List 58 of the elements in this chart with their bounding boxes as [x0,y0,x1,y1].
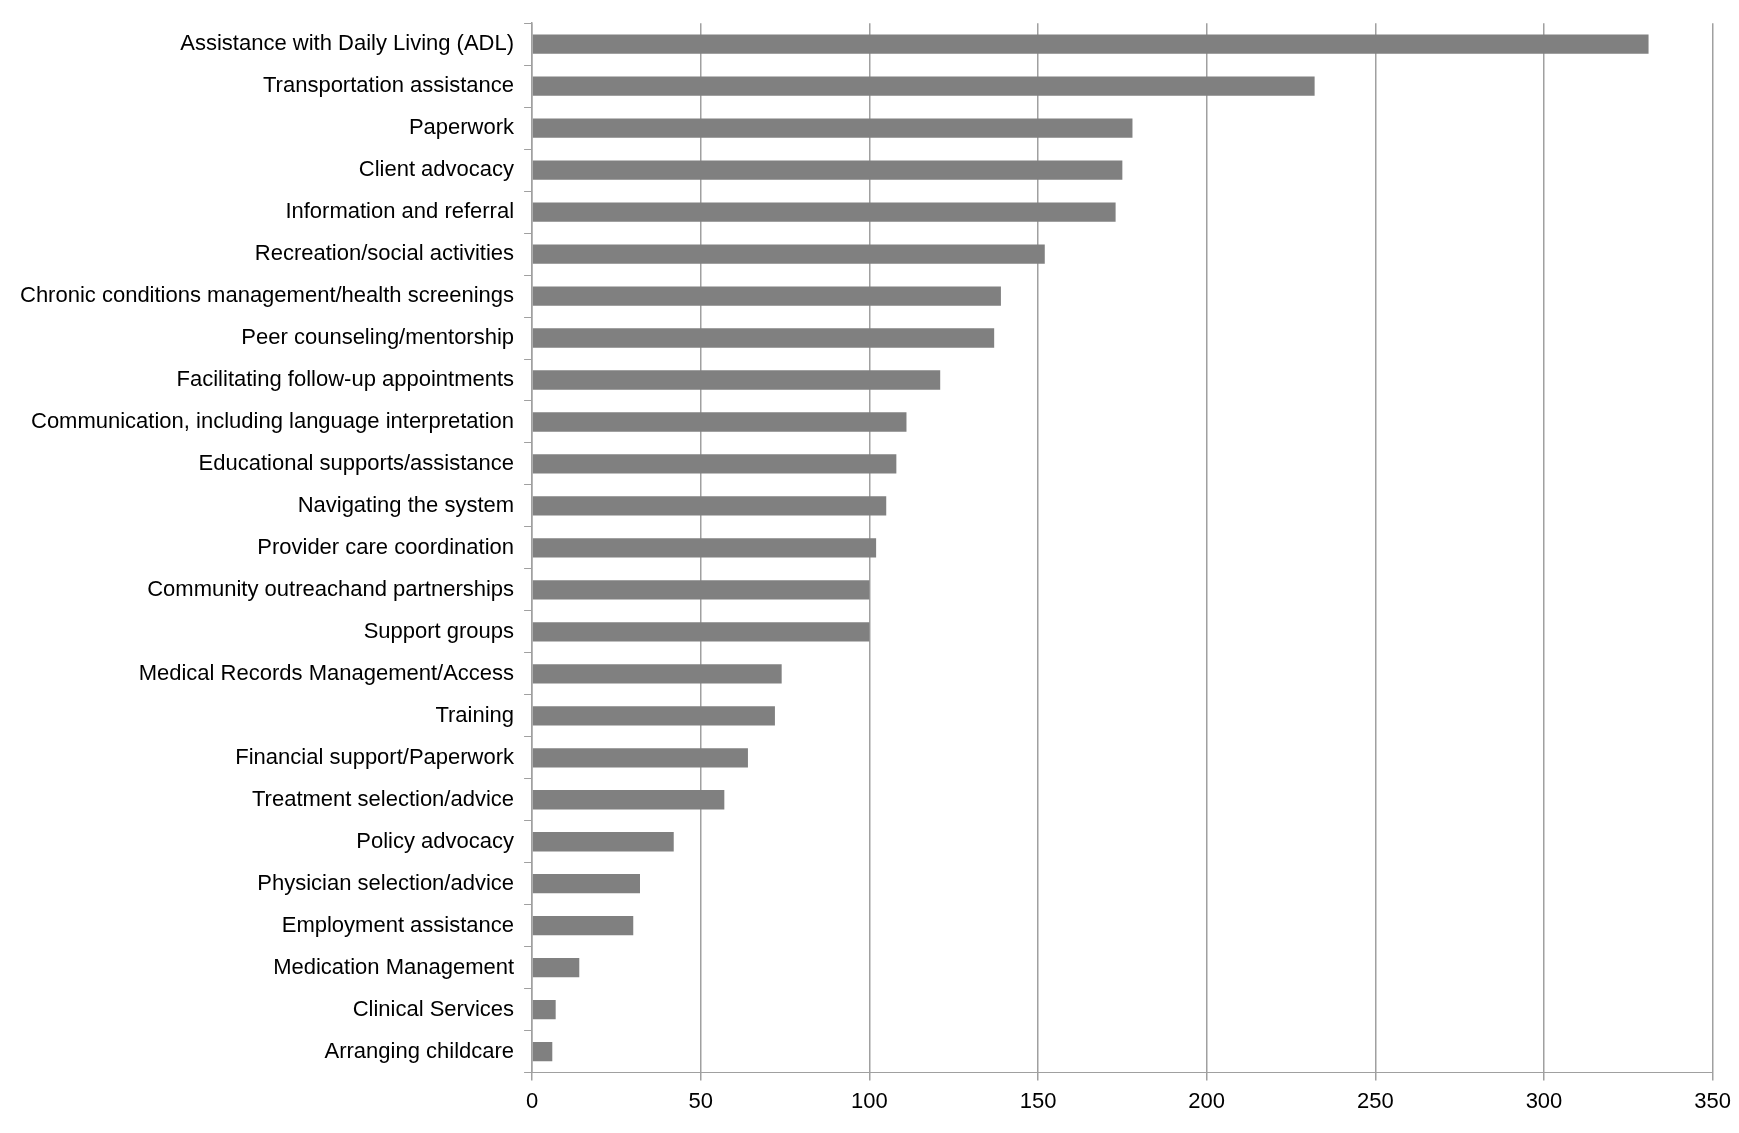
y-tick-label: Information and referral [285,198,515,224]
bar [532,160,1123,180]
y-tick-label: Training [435,701,515,727]
y-tick-label: Arranging childcare [324,1037,515,1063]
y-tick-label: Provider care coordination [257,533,515,559]
y-tick-label: Policy advocacy [356,827,515,853]
y-tick-label: Medication Management [273,953,515,979]
y-tick-label: Chronic conditions management/health screenings [19,282,515,308]
bar [532,622,870,642]
x-tick-label: 350 [1694,1087,1732,1113]
bar [532,874,640,894]
bar [532,118,1133,138]
bar [532,832,674,852]
bar [532,1041,553,1062]
bar [532,958,580,978]
y-tick-label: Community outreachand partnerships [147,575,515,601]
bar [532,916,634,936]
x-tick-label: 0 [525,1087,539,1113]
y-tick-label: Communication, including language interpretation [30,408,515,434]
x-tick-label: 100 [851,1087,888,1113]
bar [532,790,725,810]
bar [532,664,782,684]
y-tick-label: Employment assistance [281,911,515,937]
bar [532,412,907,432]
y-tick-label: Client advocacy [358,156,515,182]
bar [532,370,941,390]
bar [532,244,1045,264]
y-tick-label: Recreation/social activities [254,240,515,266]
y-tick-label: Transportation assistance [262,72,515,98]
bar [532,34,1649,54]
bar [532,580,870,600]
bar [532,748,748,768]
bar [532,496,887,516]
y-tick-label: Assistance with Daily Living (ADL) [180,30,515,56]
y-tick-label: Physician selection/advice [257,869,515,895]
bar [532,76,1315,96]
x-tick-label: 50 [688,1087,713,1113]
bar [532,999,556,1020]
bar [532,454,897,474]
y-tick-label: Educational supports/assistance [198,450,515,476]
bar [532,328,995,348]
y-tick-label: Facilitating follow-up appointments [176,366,515,392]
y-tick-label: Clinical Services [352,995,515,1021]
y-tick-label: Navigating the system [297,491,515,517]
x-tick-label: 200 [1188,1087,1226,1113]
bar [532,538,877,558]
x-tick-label: 250 [1356,1087,1394,1113]
y-tick-label: Peer counseling/mentorship [241,324,515,350]
y-tick-label: Paperwork [408,114,516,140]
y-tick-label: Treatment selection/advice [251,785,515,811]
bar [532,706,775,726]
bar [532,286,1001,306]
x-tick-label: 300 [1525,1087,1563,1113]
y-tick-label: Support groups [363,617,515,643]
y-tick-label: Medical Records Management/Access [138,659,515,685]
bar [532,202,1116,222]
x-tick-label: 150 [1019,1087,1057,1113]
y-tick-label: Financial support/Paperwork [235,743,516,769]
